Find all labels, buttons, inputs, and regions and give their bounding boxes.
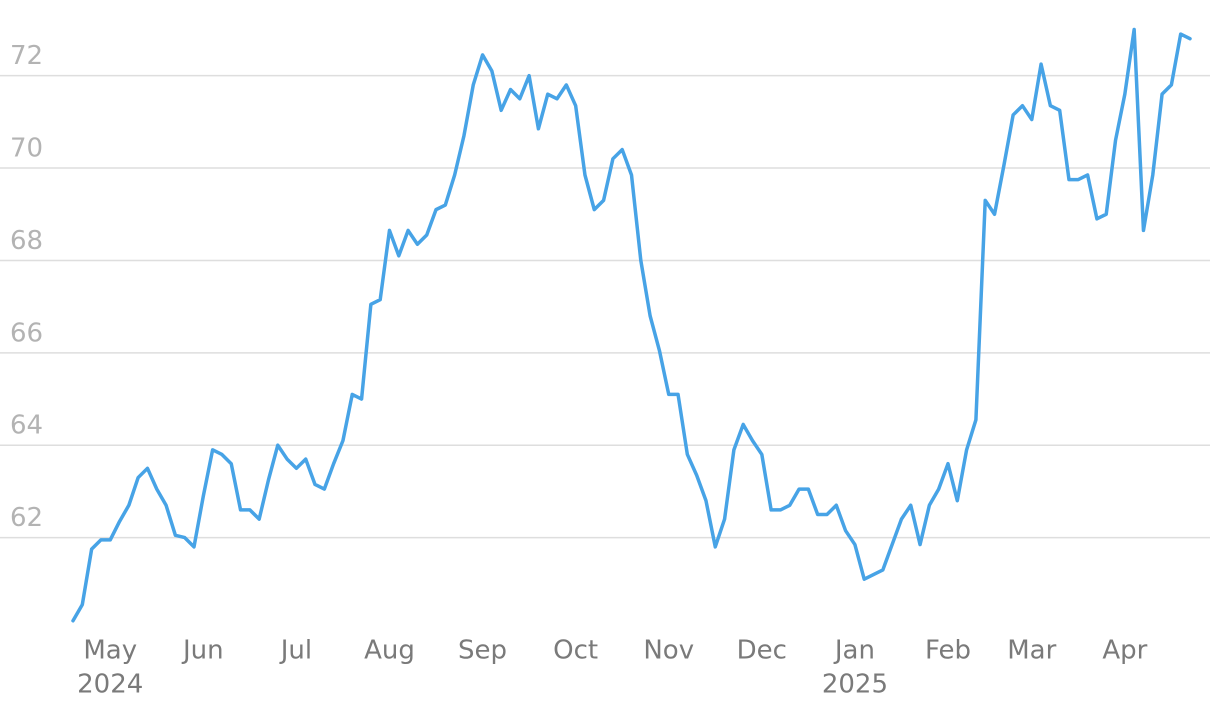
y-tick-label: 66 — [10, 318, 43, 348]
x-year-label: 2024 — [77, 670, 143, 700]
x-tick-label: May — [83, 636, 137, 666]
x-tick-label: Jan — [833, 636, 875, 666]
x-tick-label: Feb — [925, 636, 971, 666]
line — [71, 27, 1192, 623]
x-tick-label: Dec — [737, 636, 787, 666]
grid — [0, 74, 1210, 539]
x-tick-label: Mar — [1007, 636, 1056, 666]
x-tick-label: Sep — [458, 636, 507, 666]
x-tick-label: Oct — [553, 636, 598, 666]
y-tick-label: 72 — [10, 41, 43, 71]
y-tick-label: 62 — [10, 503, 43, 533]
x-year-label: 2025 — [822, 670, 888, 700]
y-tick-label: 64 — [10, 411, 43, 441]
x-tick-label: Jun — [181, 636, 224, 666]
x-tick-label: Nov — [643, 636, 694, 666]
y-tick-label: 68 — [10, 226, 43, 256]
y-tick-label: 70 — [10, 134, 43, 164]
plot — [71, 27, 1192, 623]
axis-labels: 62 64 66 68 70 72 May 2024 Jun Jul Aug Sep Oct Nov Dec… — [10, 41, 1148, 699]
x-tick-label: Apr — [1102, 636, 1147, 666]
x-tick-label: Jul — [279, 636, 312, 666]
x-tick-label: Aug — [364, 636, 415, 666]
